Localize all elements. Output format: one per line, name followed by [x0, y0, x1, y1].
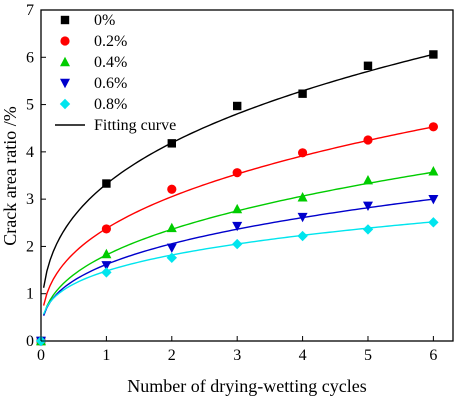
data-point-0.2%-x6-y4.53 [428, 122, 438, 132]
data-point-0.4%-x3-y2.79 [232, 203, 243, 214]
data-markers [35, 50, 439, 347]
data-point-0.4%-x1-y1.84 [101, 248, 112, 259]
data-point-0.2%-x3-y3.56 [232, 168, 242, 178]
data-point-0.8%-x3-y2.05 [231, 238, 243, 250]
fit-curve-0.8% [42, 221, 434, 315]
data-point-0%-x3-y4.97 [232, 101, 242, 111]
y-tick-label: 1 [26, 286, 34, 303]
data-point-0.6%-x6-y3 [428, 194, 439, 205]
data-point-0.6%-x4-y2.62 [297, 212, 308, 223]
y-tick-label: 6 [26, 49, 34, 66]
legend-marker-0.6% [60, 78, 70, 89]
data-point-0.8%-x5-y2.36 [362, 224, 374, 235]
legend-label: 0.4% [94, 54, 127, 71]
y-tick-label: 3 [26, 191, 34, 208]
data-point-0%-x5-y5.82 [363, 61, 373, 70]
data-point-0.8%-x4-y2.22 [297, 230, 308, 242]
x-tick-label: 0 [37, 347, 45, 364]
data-point-0.4%-x5-y3.4 [362, 175, 373, 185]
data-point-0.4%-x2-y2.39 [166, 222, 177, 233]
data-point-0.2%-x4-y3.98 [297, 148, 308, 158]
data-point-0.6%-x1-y1.6 [101, 261, 112, 271]
fit-curve-0.2% [42, 126, 434, 306]
data-point-0%-x1-y3.33 [102, 179, 111, 188]
data-point-0.2%-x2-y3.21 [167, 184, 177, 194]
y-tick-label: 7 [26, 2, 34, 19]
y-axis-title: Crack area ratio /% [0, 106, 20, 245]
y-tick-label: 0 [26, 333, 34, 350]
data-point-0.6%-x3-y2.43 [232, 221, 243, 232]
legend-marker-0.2% [60, 36, 70, 46]
data-point-0.8%-x1-y1.45 [101, 267, 112, 278]
data-point-0.2%-x5-y4.25 [363, 135, 373, 145]
data-point-0.6%-x5-y2.86 [362, 201, 373, 211]
legend: 0% 0.2% 0.4% 0.6% 0.8% Fitting curve [55, 12, 176, 134]
legend-label: 0.2% [94, 33, 127, 50]
y-tick-label: 4 [26, 144, 34, 161]
axis-ticks: 0 1 2 3 4 5 6 0 1 2 3 4 5 6 7 [26, 2, 437, 364]
y-tick-label: 5 [26, 97, 34, 114]
legend-marker-0.8% [59, 98, 71, 110]
x-tick-label: 5 [364, 347, 372, 364]
legend-label: 0.6% [94, 75, 127, 92]
x-tick-label: 4 [299, 347, 307, 364]
legend-fit-label: Fitting curve [94, 117, 176, 134]
data-point-0.4%-x4-y3.04 [297, 192, 308, 202]
data-point-0.6%-x2-y1.97 [166, 243, 177, 254]
data-point-0.4%-x6-y3.59 [428, 166, 439, 176]
x-tick-label: 2 [168, 347, 176, 364]
y-tick-label: 2 [26, 238, 34, 255]
x-tick-label: 1 [102, 347, 110, 364]
x-axis-title: Number of drying-wetting cycles [127, 376, 366, 396]
legend-marker-0% [60, 15, 70, 25]
legend-label: 0.8% [94, 96, 127, 113]
data-point-0.8%-x6-y2.51 [428, 217, 439, 228]
x-tick-label: 3 [233, 347, 241, 364]
data-point-0.2%-x1-y2.37 [101, 224, 111, 234]
legend-label: 0% [94, 12, 115, 29]
data-point-0%-x6-y6.06 [429, 50, 438, 59]
data-point-0.8%-x2-y1.76 [166, 252, 177, 263]
legend-marker-0.4% [60, 56, 70, 67]
x-tick-label: 6 [429, 347, 437, 364]
data-point-0%-x2-y4.18 [167, 139, 176, 148]
plot-frame [40, 9, 454, 342]
fitting-curves [42, 53, 434, 316]
data-point-0%-x4-y5.23 [298, 89, 307, 98]
